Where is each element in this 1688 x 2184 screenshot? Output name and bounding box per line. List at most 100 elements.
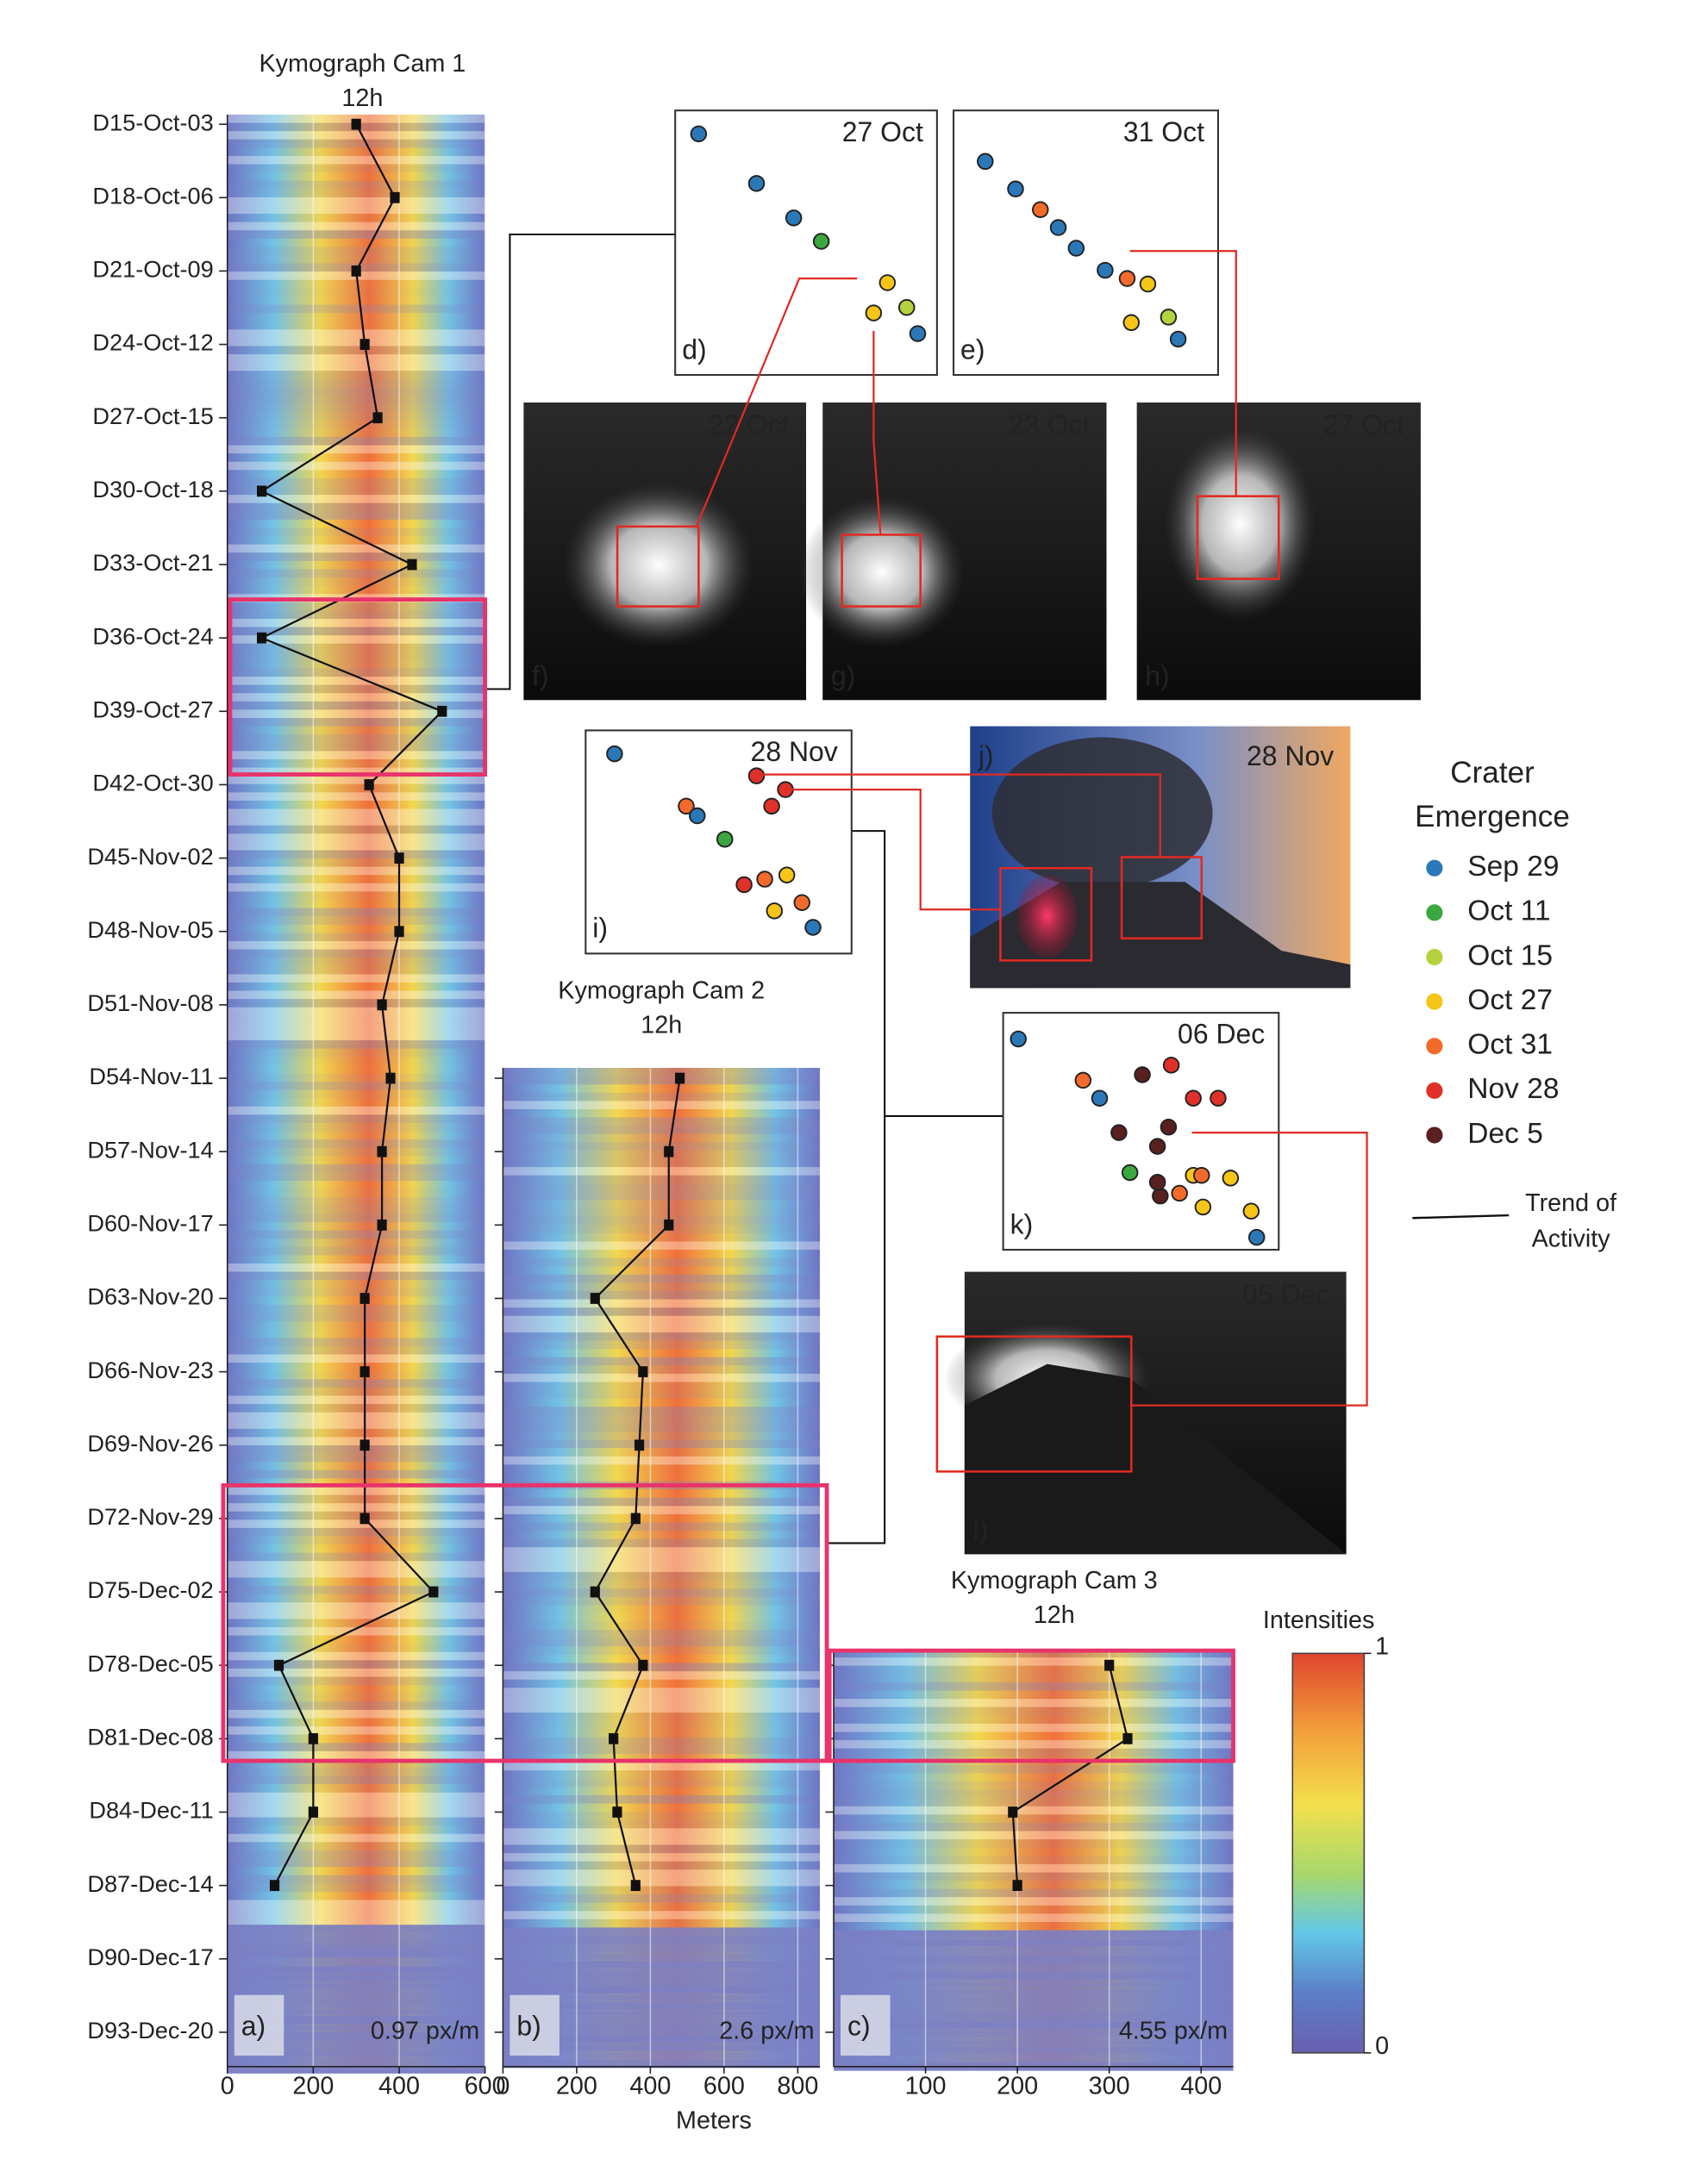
heatmap-stripe — [503, 1150, 821, 1159]
crater-dot — [716, 830, 734, 848]
heatmap-stripe — [503, 1117, 821, 1126]
heatmap-stripe — [503, 1365, 821, 1374]
heatmap-stripe — [834, 2004, 1234, 2013]
heatmap-stripe — [503, 1514, 820, 1523]
photo-highlight — [1120, 856, 1203, 940]
heatmap-stripe — [503, 1572, 821, 1581]
heatmap-stripe — [503, 1762, 821, 1771]
legend-entry: Oct 31 — [1467, 1029, 1553, 1061]
heatmap-stripe — [227, 1412, 485, 1421]
heatmap-stripe — [228, 1296, 485, 1305]
heatmap-stripe — [503, 1663, 821, 1672]
heatmap-stripe — [227, 1800, 485, 1809]
heatmap-stripe — [227, 552, 485, 561]
heatmap-stripe — [227, 734, 485, 743]
heatmap-stripe — [228, 1892, 485, 1900]
photo-date: 28 Nov — [1247, 740, 1334, 771]
crater-dot — [690, 125, 708, 143]
heatmap-stripe — [227, 1511, 485, 1520]
x-tick-label: 200 — [292, 2072, 334, 2100]
heatmap-stripe — [503, 1596, 821, 1606]
heatmap-stripe — [227, 718, 485, 727]
heatmap-stripe — [227, 1503, 485, 1512]
heatmap-stripe — [227, 378, 485, 388]
heatmap-stripe — [228, 520, 485, 528]
heatmap-stripe — [503, 2043, 821, 2052]
heatmap-stripe — [503, 2026, 821, 2036]
heatmap-stripe — [227, 1040, 485, 1049]
heatmap-stripe — [227, 1139, 485, 1148]
heatmap-stripe — [227, 1750, 485, 1760]
panel-label-bg — [510, 1994, 560, 2056]
heatmap-stripe — [503, 1621, 821, 1631]
heatmap-stripe — [227, 2015, 485, 2025]
heatmap-stripe — [503, 1390, 821, 1399]
legend-marker — [1426, 948, 1443, 966]
heatmap-stripe — [227, 1759, 485, 1768]
y-tick-label: D30-Oct-18 — [92, 476, 213, 502]
heatmap-stripe — [227, 2040, 485, 2050]
heatmap-stripe — [503, 1630, 821, 1638]
heatmap-stripe — [227, 965, 485, 975]
heatmap-stripe — [227, 477, 485, 487]
heatmap-stripe — [227, 1420, 485, 1429]
y-tick-label: D63-Nov-20 — [87, 1283, 213, 1310]
heatmap-stripe — [227, 1974, 485, 1983]
heatmap-stripe — [227, 742, 485, 752]
heatmap-stripe — [834, 1938, 1234, 1947]
heatmap-stripe — [503, 1448, 821, 1457]
heatmap-stripe — [503, 1522, 821, 1532]
heatmap-stripe — [834, 1822, 1234, 1831]
y-tick-label: D15-Oct-03 — [92, 109, 213, 135]
heatmap-stripe — [834, 1723, 1234, 1732]
heatmap-stripe — [834, 1962, 1234, 1972]
heatmap-stripe — [834, 1715, 1234, 1724]
red-connector — [1131, 1132, 1368, 1407]
heatmap-stripe — [503, 1655, 820, 1663]
crater-dot — [1010, 1030, 1027, 1048]
heatmap-stripe — [834, 2045, 1234, 2055]
heatmap-stripe — [834, 2037, 1234, 2046]
heatmap-stripe — [227, 329, 485, 338]
heatmap-stripe — [503, 1439, 821, 1449]
photo-highlight — [999, 866, 1093, 962]
heatmap-stripe — [503, 1290, 821, 1300]
heatmap-stripe — [227, 792, 485, 801]
heatmap-stripe — [834, 1732, 1234, 1740]
crater-dot — [804, 919, 822, 936]
crater-dot — [747, 175, 766, 192]
heatmap-stripe — [227, 1767, 485, 1776]
heatmap-stripe — [503, 1407, 821, 1415]
legend-entry: Dec 5 — [1467, 1118, 1543, 1150]
chart-subtitle: 12h — [1034, 1601, 1075, 1629]
legend-marker — [1426, 859, 1443, 877]
crater-dot — [689, 807, 706, 825]
chart-subtitle: 12h — [641, 1012, 682, 1039]
heatmap-stripe — [227, 940, 485, 950]
y-tick-label: D57-Nov-14 — [87, 1136, 213, 1163]
heatmap-stripe — [503, 1919, 821, 1928]
heatmap-stripe — [227, 2049, 485, 2057]
heatmap-stripe — [228, 1867, 485, 1875]
heatmap-stripe — [228, 1544, 485, 1553]
heatmap-stripe — [227, 1445, 485, 1454]
heatmap-stripe — [227, 1007, 485, 1016]
heatmap-stripe — [503, 1713, 821, 1721]
crater-dot — [793, 894, 810, 911]
y-tick-label: D54-Nov-11 — [89, 1063, 213, 1089]
heatmap-stripe — [228, 1098, 485, 1107]
heatmap-stripe — [503, 1819, 821, 1829]
heatmap-stripe — [227, 1883, 485, 1892]
heatmap-stripe — [227, 403, 485, 413]
heatmap-stripe — [227, 1792, 485, 1801]
heatmap-stripe — [227, 908, 485, 917]
heatmap-stripe — [227, 131, 485, 140]
heatmap-stripe — [227, 1404, 485, 1413]
heatmap-stripe — [227, 1470, 485, 1479]
chart-title: Kymograph Cam 3 — [951, 1567, 1158, 1594]
heatmap-stripe — [503, 1489, 820, 1498]
heatmap-stripe — [227, 627, 485, 636]
heatmap-stripe — [227, 2024, 485, 2032]
heatmap-stripe — [834, 1682, 1234, 1691]
heatmap-stripe — [503, 1414, 821, 1424]
